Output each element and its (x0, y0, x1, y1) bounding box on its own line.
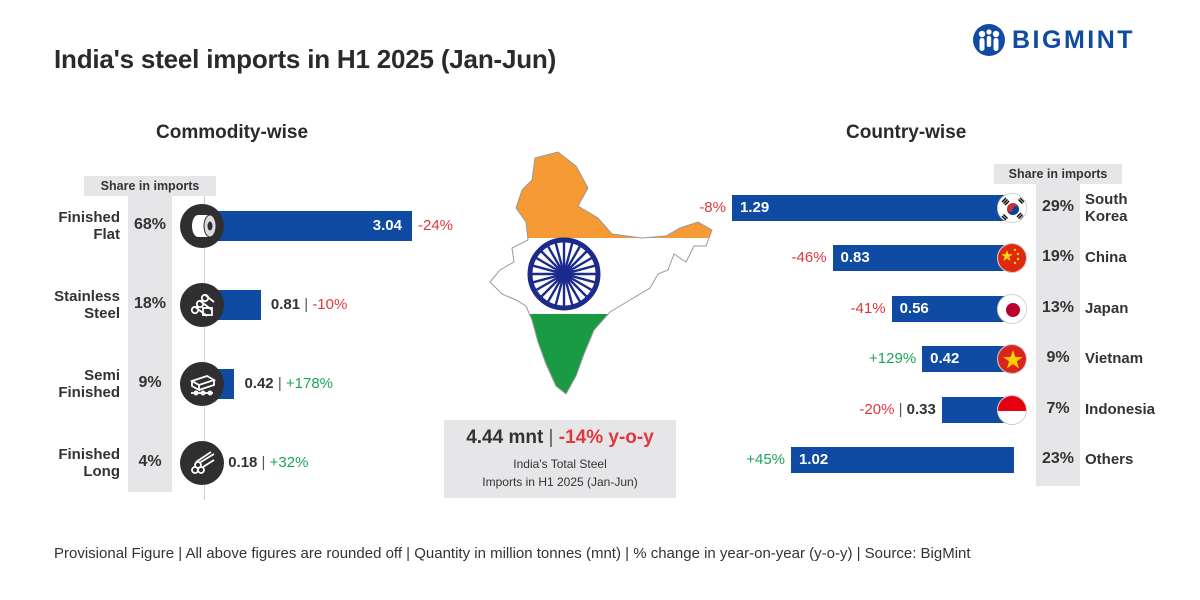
country-value: 1.02 (799, 451, 829, 468)
commodity-share: 4% (138, 453, 162, 470)
commodity-label-line2: Steel (84, 305, 120, 322)
commodity-value-group: 0.42 | +178% (244, 375, 333, 392)
country-label-line1: Vietnam (1085, 350, 1144, 368)
ashoka-chakra-icon (527, 237, 601, 311)
commodity-label-line1: Finished (58, 446, 120, 463)
separator: | (273, 375, 286, 392)
country-share: 13% (1041, 298, 1075, 316)
country-heading: Country-wise (846, 122, 967, 143)
commodity-value: 0.81 (270, 296, 301, 313)
country-share: 19% (1041, 248, 1075, 266)
commodity-label-line1: Stainless (54, 288, 120, 305)
commodity-label-line2: Finished (58, 384, 120, 401)
country-label: Japan (1085, 300, 1185, 317)
brand-name: BIGMINT (1012, 25, 1136, 54)
commodity-heading: Commodity-wise (156, 122, 309, 143)
country-label-line1: China (1085, 249, 1127, 267)
commodity-share: 68% (133, 216, 167, 233)
china-flag-icon (997, 243, 1027, 274)
country-share: 7% (1046, 399, 1070, 417)
country-change: -46% (791, 249, 827, 267)
country-share: 29% (1041, 198, 1075, 215)
semi-finished-bar-icon (180, 362, 224, 406)
brand-logo: BIGMINT (972, 20, 1162, 60)
commodity-label: Semi Finished (20, 367, 120, 401)
commodity-value-group: 0.18 | +32% (228, 454, 308, 471)
commodity-label: Finished Long (20, 446, 120, 480)
country-label-line1: Indonesia (1085, 400, 1156, 418)
country-value: 0.83 (840, 249, 870, 267)
separator: | (300, 296, 313, 313)
country-value-group: -20% | 0.33 (816, 400, 936, 418)
total-change: -14% y-o-y (558, 427, 654, 448)
commodity-value: 3.04 (372, 217, 402, 234)
country-value: 1.29 (740, 199, 770, 216)
country-label-line1: Others (1085, 451, 1134, 468)
country-bar (791, 447, 1014, 473)
indonesia-flag-icon (997, 394, 1027, 425)
country-label-line1: Japan (1085, 299, 1129, 317)
country-label: Others (1085, 451, 1185, 468)
country-label: South Korea (1085, 191, 1185, 225)
country-bar (891, 295, 1014, 322)
commodity-label-line1: Semi (84, 367, 120, 384)
commodity-change: -10% (312, 296, 348, 313)
country-value: 0.33 (906, 400, 936, 418)
japan-flag-icon (997, 293, 1027, 324)
commodity-share: 9% (138, 374, 162, 391)
total-headline: 4.44 mnt | -14% y-o-y (466, 427, 654, 448)
bigmint-logo-icon (973, 24, 1005, 56)
commodity-value-group: 0.81 | -10% (271, 296, 347, 313)
country-change: -20% (859, 400, 895, 418)
total-caption-2: Imports in H1 2025 (Jan-Jun) (482, 475, 638, 489)
country-label-line2: Korea (1085, 208, 1128, 225)
steel-coil-icon (180, 204, 224, 248)
country-value: 0.56 (899, 299, 929, 317)
commodity-share: 18% (133, 295, 167, 312)
stainless-pipes-icon (180, 283, 224, 327)
commodity-share-header: Share in imports (84, 176, 216, 196)
commodity-label-line1: Finished (58, 209, 120, 226)
commodity-value: 0.42 (244, 375, 274, 392)
country-bar (832, 245, 1014, 272)
vietnam-flag-icon (997, 344, 1027, 375)
country-share: 23% (1041, 450, 1075, 467)
total-caption-1: India's Total Steel (513, 457, 607, 471)
country-label: Indonesia (1085, 401, 1185, 418)
country-change: -8% (699, 199, 726, 216)
commodity-label-line2: Long (83, 463, 120, 480)
total-imports-box: 4.44 mnt | -14% y-o-y India's Total Stee… (444, 420, 676, 498)
commodity-change: +178% (285, 375, 334, 392)
country-label: China (1085, 249, 1185, 266)
long-rods-icon (180, 441, 224, 485)
separator: | (257, 454, 270, 471)
commodity-axis (204, 196, 205, 500)
commodity-change: +32% (269, 454, 309, 471)
south-korea-flag-icon (997, 193, 1027, 223)
separator: | (894, 400, 907, 418)
country-bar (732, 195, 1014, 221)
commodity-label: Finished Flat (20, 209, 120, 243)
commodity-bar (206, 211, 412, 241)
country-label-line1: South (1085, 191, 1128, 208)
commodity-value: 0.18 (228, 454, 258, 471)
country-share-header: Share in imports (994, 164, 1122, 184)
total-value: 4.44 mnt (466, 427, 544, 448)
country-label: Vietnam (1085, 350, 1185, 367)
footer-note: Provisional Figure | All above figures a… (54, 545, 971, 562)
india-map (489, 151, 713, 395)
country-change: -41% (850, 299, 886, 317)
page-title: India's steel imports in H1 2025 (Jan-Ju… (54, 44, 557, 74)
commodity-label: Stainless Steel (20, 288, 120, 322)
commodity-change: -24% (418, 217, 454, 234)
country-value: 0.42 (930, 350, 960, 368)
country-share: 9% (1046, 349, 1070, 367)
commodity-label-line2: Flat (93, 226, 120, 243)
country-change: +45% (746, 451, 786, 468)
country-change: +129% (869, 350, 917, 368)
commodity-share-column (128, 176, 172, 492)
country-share-column (1036, 164, 1080, 486)
